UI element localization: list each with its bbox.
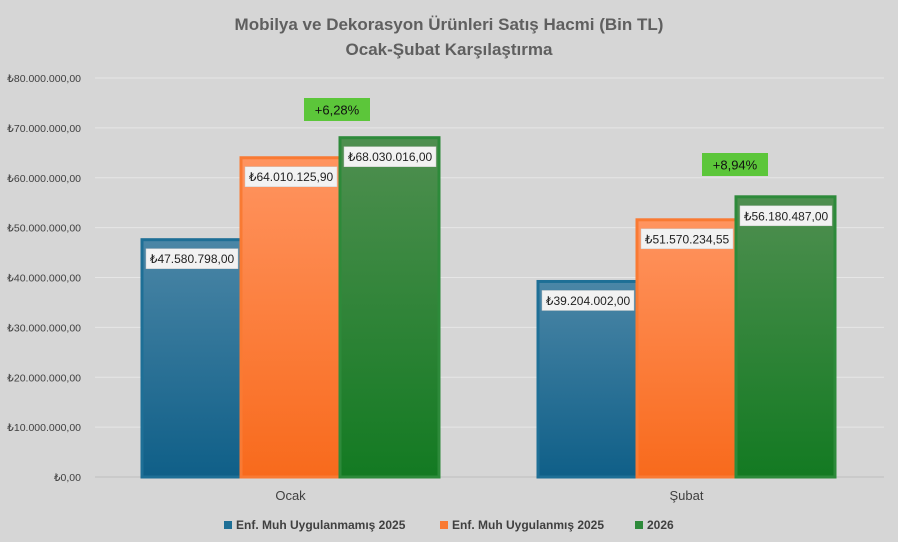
data-label-box bbox=[244, 166, 338, 187]
annotation-box bbox=[304, 98, 370, 121]
annotation-label: +6,28% bbox=[315, 103, 360, 118]
bar-ocak-series-2[interactable] bbox=[338, 136, 441, 479]
data-label-box bbox=[145, 248, 239, 269]
y-tick-label: ₺10.000.000,00 bbox=[7, 422, 81, 434]
y-tick-label: ₺80.000.000,00 bbox=[7, 73, 81, 85]
annotation-label: +8,94% bbox=[713, 158, 758, 173]
x-tick-label: Şubat bbox=[670, 488, 704, 503]
x-tick-label: Ocak bbox=[275, 488, 306, 503]
annotation-box bbox=[702, 153, 768, 176]
bar-şubat-series-0[interactable] bbox=[536, 279, 639, 479]
bar-ocak-series-0[interactable] bbox=[140, 238, 243, 479]
data-label-box bbox=[343, 146, 437, 167]
y-tick-label: ₺60.000.000,00 bbox=[7, 173, 81, 185]
data-label-box bbox=[541, 290, 635, 311]
legend[interactable]: Enf. Muh Uygulanmamış 2025 Enf. Muh Uygul… bbox=[224, 518, 674, 532]
legend-label[interactable]: Enf. Muh Uygulanmış 2025 bbox=[452, 518, 604, 532]
x-axis: Ocak Şubat bbox=[275, 488, 704, 503]
y-tick-label: ₺20.000.000,00 bbox=[7, 372, 81, 384]
bar-ocak-series-1[interactable] bbox=[239, 156, 342, 479]
data-label: ₺39.204.002,00 bbox=[546, 294, 631, 308]
y-tick-label: ₺40.000.000,00 bbox=[7, 273, 81, 285]
data-label-box bbox=[739, 205, 833, 227]
y-tick-label: ₺50.000.000,00 bbox=[7, 223, 81, 235]
data-label-box bbox=[640, 228, 734, 250]
annotations: +6,28% +8,94% bbox=[304, 98, 768, 176]
data-label: ₺47.580.798,00 bbox=[150, 252, 235, 266]
data-label: ₺64.010.125,90 bbox=[249, 170, 334, 184]
legend-label[interactable]: 2026 bbox=[647, 518, 674, 532]
legend-label[interactable]: Enf. Muh Uygulanmamış 2025 bbox=[236, 518, 406, 532]
y-tick-label: ₺0,00 bbox=[54, 472, 81, 484]
y-axis: ₺0,00 ₺10.000.000,00 ₺20.000.000,00 ₺30.000… bbox=[7, 73, 81, 484]
data-label: ₺56.180.487,00 bbox=[744, 209, 829, 223]
chart-title: Mobilya ve Dekorasyon Ürünleri Satış Hac… bbox=[235, 15, 664, 34]
legend-swatch bbox=[224, 521, 232, 529]
data-label: ₺51.570.234,55 bbox=[645, 232, 730, 246]
bar-şubat-series-2[interactable] bbox=[734, 195, 837, 479]
legend-swatch bbox=[440, 521, 448, 529]
chart-subtitle: Ocak-Şubat Karşılaştırma bbox=[346, 40, 553, 59]
y-tick-label: ₺30.000.000,00 bbox=[7, 322, 81, 334]
data-label: ₺68.030.016,00 bbox=[348, 150, 433, 164]
legend-swatch bbox=[635, 521, 643, 529]
bar-şubat-series-1[interactable] bbox=[635, 218, 738, 479]
bars: ₺47.580.798,00 ₺64.010.125,90 ₺68.030.016,… bbox=[140, 136, 837, 479]
y-tick-label: ₺70.000.000,00 bbox=[7, 123, 81, 135]
